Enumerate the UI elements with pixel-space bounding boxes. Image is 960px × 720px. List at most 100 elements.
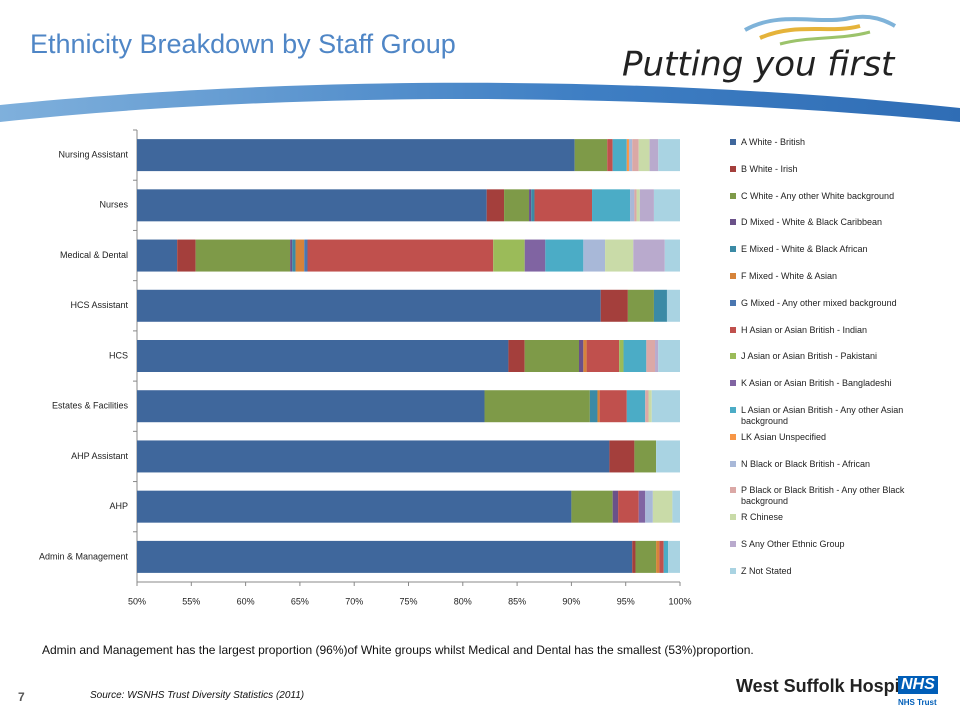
bar-segment — [545, 239, 584, 272]
footer-logo-subtitle: NHS Trust — [898, 698, 937, 707]
legend-swatch — [730, 541, 736, 547]
x-tick-label: 80% — [454, 596, 472, 606]
legend-label: D Mixed - White & Black Caribbean — [741, 217, 883, 228]
bar-segment — [592, 189, 631, 222]
bar-segment — [571, 490, 613, 523]
bar-segment — [583, 239, 606, 272]
legend-label: Z Not Stated — [741, 565, 792, 576]
caption: Admin and Management has the largest pro… — [42, 643, 754, 657]
bar-segment — [612, 490, 619, 523]
legend-swatch — [730, 487, 736, 494]
legend-swatch — [730, 246, 736, 253]
bar-segment — [597, 390, 600, 423]
x-tick-label: 95% — [617, 596, 635, 606]
y-tick-label: AHP — [109, 501, 128, 511]
bar-segment — [137, 239, 178, 272]
bar-segment — [627, 289, 654, 322]
legend-swatch — [730, 567, 736, 574]
bar-segment — [304, 239, 308, 272]
legend-label: C White - Any other White background — [741, 190, 895, 201]
bar-segment — [639, 189, 654, 222]
legend-label: LK Asian Unspecified — [741, 431, 827, 442]
legend-swatch — [730, 380, 736, 387]
bar-segment — [295, 239, 305, 272]
legend-label: B White - Irish — [741, 163, 798, 174]
legend-swatch — [730, 407, 736, 413]
bar-segment — [292, 239, 296, 272]
y-tick-label: Nurses — [99, 200, 128, 210]
bar-segment — [658, 139, 680, 172]
bar-segment — [290, 239, 293, 272]
bar-segment — [486, 189, 505, 222]
bar-segment — [638, 139, 650, 172]
bar-segment — [534, 189, 593, 222]
bar-segment — [137, 540, 633, 573]
bar-segment — [645, 390, 649, 423]
bar-segment — [648, 390, 652, 423]
bar-segment — [137, 490, 572, 523]
bar-segment — [652, 490, 673, 523]
bar-segment — [651, 390, 680, 423]
x-tick-label: 75% — [399, 596, 417, 606]
bar-segment — [600, 289, 628, 322]
bar-segment — [653, 289, 667, 322]
bar-segment — [634, 189, 637, 222]
bar-segment — [484, 390, 590, 423]
bar-segment — [137, 390, 485, 423]
bar-segment — [655, 340, 659, 372]
bar-segment — [632, 139, 639, 172]
y-tick-label: Nursing Assistant — [58, 149, 128, 159]
bar-segment — [137, 340, 509, 372]
legend-swatch — [730, 460, 736, 467]
logo-swirl — [759, 24, 861, 40]
bar-segment — [583, 340, 587, 372]
bar-segment — [628, 139, 633, 172]
legend-swatch — [730, 514, 736, 521]
y-tick-label: HCS — [109, 350, 128, 360]
bar-segment — [626, 390, 646, 423]
bar-segment — [636, 189, 640, 222]
legend-swatch — [730, 353, 736, 360]
bar-segment — [672, 490, 680, 523]
y-tick-label: AHP Assistant — [71, 451, 128, 461]
bar-segment — [633, 239, 665, 272]
bar-segment — [586, 340, 620, 372]
bar-segment — [524, 239, 546, 272]
bar-segment — [653, 189, 680, 222]
bar-segment — [619, 340, 624, 372]
bar-segment — [508, 340, 525, 372]
legend-label: J Asian or Asian British - Pakistani — [741, 351, 878, 362]
legend-label: L Asian or Asian British - Any other Asi… — [741, 405, 904, 426]
bar-segment — [664, 239, 680, 272]
bar-segment — [609, 440, 635, 473]
y-tick-label: Medical & Dental — [60, 250, 128, 260]
logo-swirl — [744, 14, 897, 32]
bar-segment — [623, 340, 647, 372]
legend-label: K Asian or Asian British - Bangladeshi — [741, 378, 892, 389]
y-tick-label: Admin & Management — [39, 551, 129, 561]
bar-segment — [531, 189, 535, 222]
legend-swatch — [730, 273, 736, 279]
legend-swatch — [730, 139, 736, 145]
bar-segment — [599, 390, 627, 423]
x-tick-label: 55% — [182, 596, 200, 606]
bar-segment — [579, 340, 584, 372]
logo-tagline: Putting you first — [622, 45, 896, 85]
bar-segment — [137, 289, 601, 322]
bar-segment — [137, 440, 610, 473]
bar-segment — [589, 390, 598, 423]
y-tick-label: HCS Assistant — [70, 300, 128, 310]
legend-label: S Any Other Ethnic Group — [741, 539, 845, 549]
footer-logo-name: West Suffolk Hospital — [736, 676, 921, 696]
bar-segment — [307, 239, 494, 272]
x-tick-label: 50% — [128, 596, 146, 606]
bar-segment — [634, 440, 657, 473]
page-number: 7 — [18, 690, 25, 704]
bar-segment — [137, 139, 575, 172]
bar-segment — [612, 139, 627, 172]
legend-label: A White - British — [741, 137, 806, 147]
bar-segment — [668, 540, 680, 573]
bar-segment — [638, 490, 646, 523]
bar-segment — [177, 239, 196, 272]
